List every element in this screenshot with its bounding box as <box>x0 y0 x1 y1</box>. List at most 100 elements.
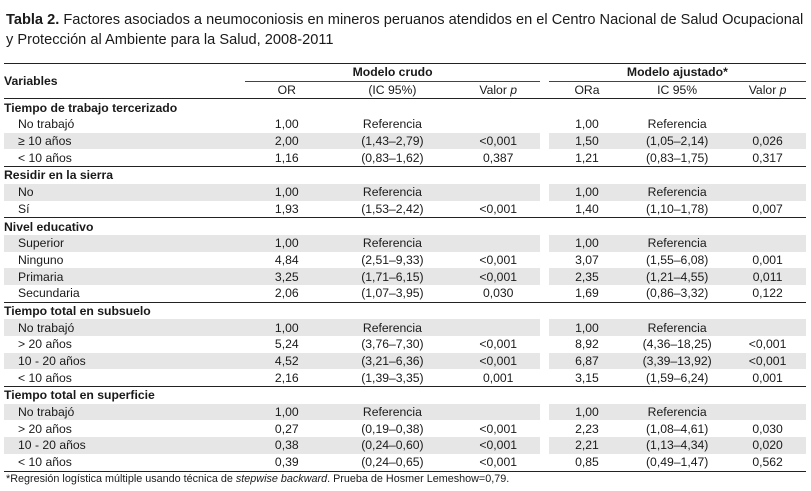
gap-cell <box>540 285 549 302</box>
table-cell: 1,21 <box>575 150 599 165</box>
header-valor-p2: Valor p <box>729 81 806 100</box>
section-row: Tiempo total en superficie <box>4 386 806 404</box>
footnote-post: . Prueba de Hosmer Lemeshow=0,79. <box>327 473 510 485</box>
header-ic-ajustado: IC 95% <box>625 81 730 100</box>
table-cell: 0,020 <box>729 437 806 454</box>
table-cell: 3,25 <box>245 268 329 285</box>
table-cell: 0,030 <box>752 421 783 436</box>
table-cell: (1,59–6,24) <box>645 370 709 385</box>
table-cell: 0,001 <box>752 370 783 385</box>
table-cell: (1,71–6,15) <box>328 268 457 285</box>
table-cell: (0,83–1,75) <box>645 150 709 165</box>
table-row: No trabajó 1,00 Referencia 1,00 Referencia <box>4 319 806 336</box>
table-cell: 1,00 <box>575 117 599 132</box>
table-cell: > 20 años <box>18 337 72 352</box>
table-cell <box>729 403 806 421</box>
header-or: OR <box>245 81 329 100</box>
table-cell <box>456 116 540 133</box>
table-cell: 2,21 <box>548 437 626 454</box>
table-cell: <0,001 <box>479 337 518 352</box>
table-cell: No trabajó <box>4 403 246 421</box>
table-cell: (3,76–7,30) <box>361 337 424 352</box>
table-cell: (1,39–3,35) <box>361 370 424 385</box>
section-title: Tiempo total en subsuelo <box>4 301 806 320</box>
table-row: > 20 años 5,24 (3,76–7,30) <0,001 8,92 (4,36–… <box>4 336 806 353</box>
table-cell: 1,50 <box>548 132 626 150</box>
section-title: Tiempo de trabajo tercerizado <box>4 98 806 117</box>
table-cell: Referencia <box>328 183 457 201</box>
table-cell: Secundaria <box>18 286 80 301</box>
table-cell: 2,16 <box>274 370 299 385</box>
table-row: No trabajó 1,00 Referencia 1,00 Referencia <box>4 403 806 421</box>
header-variables: Variables <box>4 62 246 99</box>
table-cell <box>456 183 541 201</box>
footnote-italic: stepwise backward <box>235 473 328 485</box>
table-cell: <0,001 <box>748 337 787 352</box>
table-cell: (1,43–2,79) <box>328 132 457 150</box>
table-cell: 1,40 <box>575 201 599 216</box>
gap-cell <box>540 453 549 472</box>
table-cell: (1,13–4,34) <box>625 437 730 454</box>
table-cell: 1,93 <box>274 201 299 216</box>
table-cell: 6,87 <box>548 352 626 370</box>
table-cell: 0,38 <box>245 437 329 454</box>
table-cell: <0,001 <box>479 421 518 436</box>
gap-cell <box>540 149 549 166</box>
table-row: ≥ 10 años 2,00 (1,43–2,79) <0,001 1,50 (1,05–… <box>4 132 806 150</box>
table-cell: <0,001 <box>456 437 541 454</box>
table-cell: 0,39 <box>245 453 329 472</box>
table-cell: ≥ 10 años <box>4 132 246 150</box>
table-cell: <0,001 <box>456 352 541 370</box>
results-table: Variables Modelo crudo Modelo ajustado* … <box>4 62 806 472</box>
header-row-top: Variables Modelo crudo Modelo ajustado* <box>4 62 806 99</box>
table-cell: 2,23 <box>575 421 599 436</box>
table-cell: 0,562 <box>729 453 806 472</box>
table-cell: <0,001 <box>456 132 541 150</box>
table-cell: 10 - 20 años <box>4 352 246 370</box>
table-cell: Referencia <box>625 183 730 201</box>
table-cell: (3,21–6,36) <box>328 352 457 370</box>
table-footnote: *Regresión logística múltiple usando téc… <box>6 473 509 485</box>
table-cell: 1,00 <box>548 403 626 421</box>
caption-label: Tabla 2. <box>6 12 60 28</box>
table-cell: (1,10–1,78) <box>645 201 709 216</box>
table-cell: (4,36–18,25) <box>642 337 712 352</box>
table-cell: < 10 años <box>18 370 72 385</box>
table-row: Superior 1,00 Referencia 1,00 Referencia <box>4 234 806 252</box>
table-cell: 1,00 <box>245 183 329 201</box>
table-cell: <0,001 <box>456 268 541 285</box>
section-title: Nivel educativo <box>4 217 806 235</box>
table-cell <box>456 319 541 336</box>
table-cell: (1,53–2,42) <box>361 201 424 216</box>
header-modelo-ajustado: Modelo ajustado* <box>548 63 806 82</box>
section-title: Tiempo total en superficie <box>4 386 806 404</box>
table-cell: 4,52 <box>245 352 329 370</box>
table-cell: Referencia <box>625 234 730 252</box>
table-cell: Referencia <box>328 319 457 336</box>
table-cell: (1,55–6,08) <box>645 252 709 267</box>
table-cell: Primaria <box>4 268 246 285</box>
table-cell: 0,122 <box>752 286 783 301</box>
gap-cell <box>540 116 549 133</box>
gap-cell <box>540 404 549 421</box>
table-cell: (0,19–0,38) <box>361 421 424 436</box>
table-cell: (0,24–0,60) <box>328 437 457 454</box>
header-row-sub: OR (IC 95%) Valor p ORa IC 95% Valor p <box>4 81 806 100</box>
table-row: 10 - 20 años 0,38 (0,24–0,60) <0,001 2,21 (1,… <box>4 437 806 454</box>
table-cell: 1,69 <box>575 286 599 301</box>
table-cell: (0,83–1,62) <box>361 150 424 165</box>
table-cell: (3,39–13,92) <box>625 352 730 370</box>
table-cell: No <box>4 183 246 201</box>
section-row: Tiempo de trabajo tercerizado <box>4 98 806 117</box>
table-cell: 0,387 <box>482 150 514 165</box>
gap-cell <box>540 133 549 150</box>
table-cell: Ninguno <box>18 252 64 267</box>
gap-cell <box>540 319 549 336</box>
table-row: Ninguno 4,84 (2,51–9,33) <0,001 3,07 (1,55–6,… <box>4 252 806 269</box>
table-cell: Referencia <box>328 234 457 252</box>
table-cell <box>456 234 541 252</box>
table-cell: 1,00 <box>245 403 329 421</box>
table-cell: 0,317 <box>752 150 783 165</box>
table-cell: (2,51–9,33) <box>361 252 424 267</box>
table-cell: < 10 años <box>18 150 72 165</box>
